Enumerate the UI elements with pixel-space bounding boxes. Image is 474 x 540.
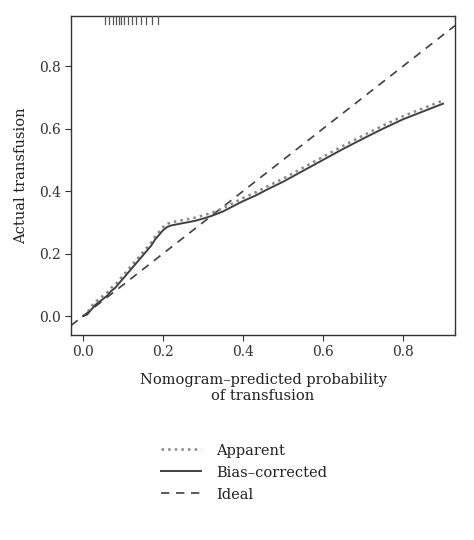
Legend: Apparent, Bias–corrected, Ideal: Apparent, Bias–corrected, Ideal — [155, 438, 333, 508]
Y-axis label: Actual transfusion: Actual transfusion — [14, 107, 27, 244]
X-axis label: Nomogram–predicted probability
of transfusion: Nomogram–predicted probability of transf… — [139, 373, 387, 403]
